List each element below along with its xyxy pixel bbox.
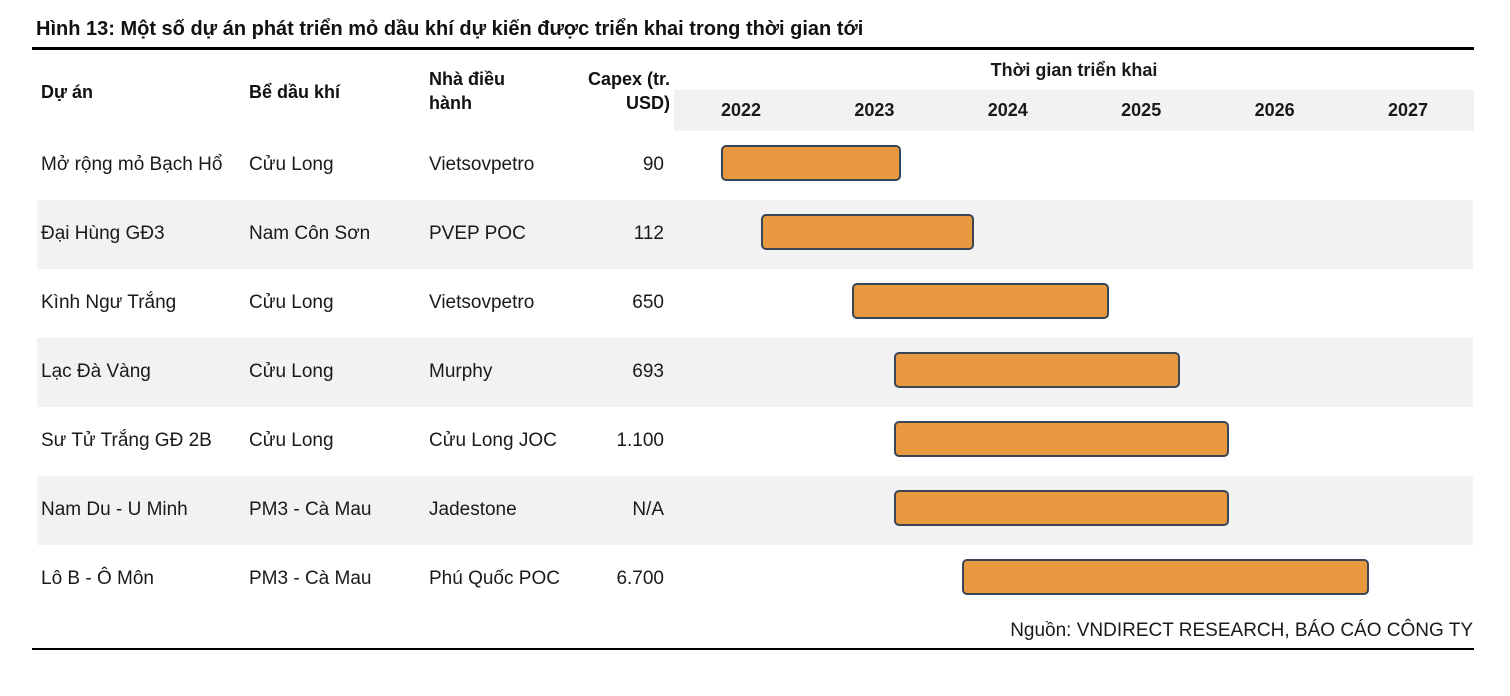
capex-value: 650 (632, 292, 664, 313)
year-label: 2027 (1387, 100, 1429, 120)
project-name: Nam Du - U Minh (41, 499, 188, 520)
year-label: 2023 (854, 100, 895, 120)
operator-name: Cửu Long JOC (429, 430, 557, 451)
capex-value: 6.700 (616, 568, 664, 589)
operator-name: Murphy (429, 361, 493, 382)
source-note: Nguồn: VNDIRECT RESEARCH, BÁO CÁO CÔNG T… (1010, 620, 1473, 641)
timeline-bar (851, 283, 1110, 319)
operator-name: Vietsovpetro (429, 154, 535, 175)
table-row: Kình Ngư Trắng Cửu Long Vietsovpetro 650 (37, 269, 1473, 338)
basin-name: Nam Côn Sơn (249, 223, 371, 244)
capex-value: 90 (642, 154, 664, 175)
header-capex: Capex (tr. USD) (560, 67, 670, 115)
timeline-bar (894, 352, 1180, 388)
capex-value: 112 (633, 223, 664, 244)
year-label: 2025 (1121, 100, 1162, 120)
project-name: Sư Tử Trắng GĐ 2B (41, 430, 212, 451)
table-row: Đại Hùng GĐ3 Nam Côn Sơn PVEP POC 112 (37, 200, 1473, 269)
capex-value: 693 (632, 361, 664, 382)
timeline-bar (894, 421, 1230, 457)
operator-name: Jadestone (429, 499, 517, 520)
table-row: Lô B - Ô Môn PM3 - Cà Mau Phú Quốc POC 6.70… (37, 545, 1473, 614)
basin-name: PM3 - Cà Mau (249, 568, 372, 589)
basin-name: Cửu Long (249, 154, 334, 175)
header-capex-line1: Capex (tr. (587, 69, 670, 89)
header-operator-line2: hành (429, 93, 472, 113)
table-row: Lạc Đà Vàng Cửu Long Murphy 693 (37, 338, 1473, 407)
basin-name: Cửu Long (249, 361, 334, 382)
operator-name: Phú Quốc POC (429, 568, 560, 589)
table-row: Mở rộng mỏ Bạch Hổ Cửu Long Vietsovpetro 90 (37, 131, 1473, 200)
year-label: 2026 (1254, 100, 1295, 120)
year-label: 2024 (987, 100, 1028, 120)
project-name: Kình Ngư Trắng (41, 292, 177, 313)
year-label: 2022 (720, 100, 762, 120)
header-capex-line2: USD) (626, 93, 670, 113)
timeline-bar (720, 145, 902, 181)
top-rule (32, 47, 1474, 50)
project-name: Mở rộng mỏ Bạch Hổ (41, 154, 223, 175)
basin-name: PM3 - Cà Mau (249, 499, 372, 520)
basin-name: Cửu Long (249, 430, 334, 451)
project-name: Lô B - Ô Môn (41, 568, 154, 589)
table-row: Sư Tử Trắng GĐ 2B Cửu Long Cửu Long JOC 1.1… (37, 407, 1473, 476)
header-project: Dự án (41, 82, 94, 102)
capex-value: N/A (632, 499, 664, 520)
timeline-bar (761, 214, 975, 250)
operator-name: PVEP POC (429, 223, 526, 244)
figure-title: Hình 13: Một số dự án phát triển mỏ dầu … (36, 18, 864, 40)
header-basin: Bể dầu khí (249, 82, 341, 102)
project-name: Lạc Đà Vàng (41, 361, 151, 382)
timeline-bar (894, 490, 1230, 526)
project-name: Đại Hùng GĐ3 (41, 223, 165, 244)
bottom-rule (32, 648, 1474, 650)
year-header-band (674, 90, 1474, 131)
timeline-bar (962, 559, 1370, 595)
header-operator-line1: Nhà điều (429, 69, 506, 89)
operator-name: Vietsovpetro (429, 292, 535, 313)
capex-value: 1.100 (616, 430, 664, 451)
header-operator: Nhà điều hành (429, 67, 505, 115)
basin-name: Cửu Long (249, 292, 334, 313)
timeline-title: Thời gian triển khai (990, 60, 1158, 80)
table-row: Nam Du - U Minh PM3 - Cà Mau Jadestone N/A (37, 476, 1473, 545)
